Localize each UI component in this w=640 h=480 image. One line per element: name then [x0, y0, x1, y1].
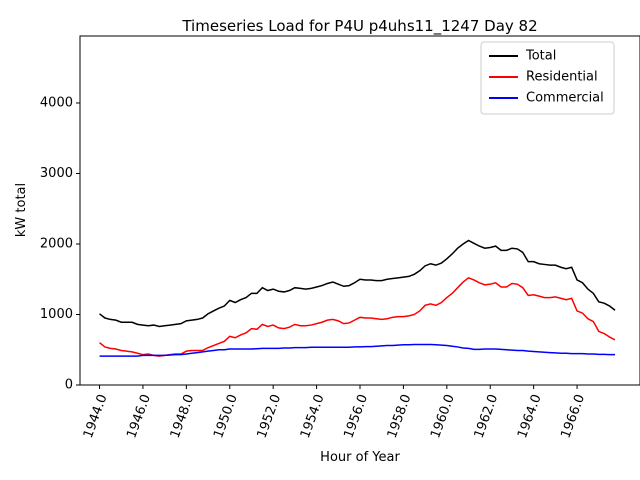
y-tick-label: 1000	[40, 307, 73, 322]
y-tick-label: 2000	[40, 236, 73, 251]
legend-label-total: Total	[525, 49, 556, 64]
y-axis-label: kW total	[14, 183, 29, 237]
y-tick-label: 4000	[40, 95, 73, 110]
legend-box	[480, 41, 615, 115]
legend: Total Residential Commercial	[480, 41, 615, 115]
series-line-residential	[99, 276, 616, 357]
y-tick-label: 0	[65, 378, 73, 393]
chart-title: Timeseries Load for P4U p4uhs11_1247 Day…	[181, 17, 537, 36]
series-line-commercial	[99, 343, 616, 357]
series-line-total	[99, 239, 616, 328]
y-axis: 0 1000 2000 3000 4000	[40, 95, 80, 393]
series-layer	[99, 239, 616, 357]
legend-label-residential: Residential	[526, 70, 598, 85]
legend-label-commercial: Commercial	[526, 91, 604, 106]
x-axis-label: Hour of Year	[320, 450, 400, 465]
y-tick-label: 3000	[40, 166, 73, 181]
